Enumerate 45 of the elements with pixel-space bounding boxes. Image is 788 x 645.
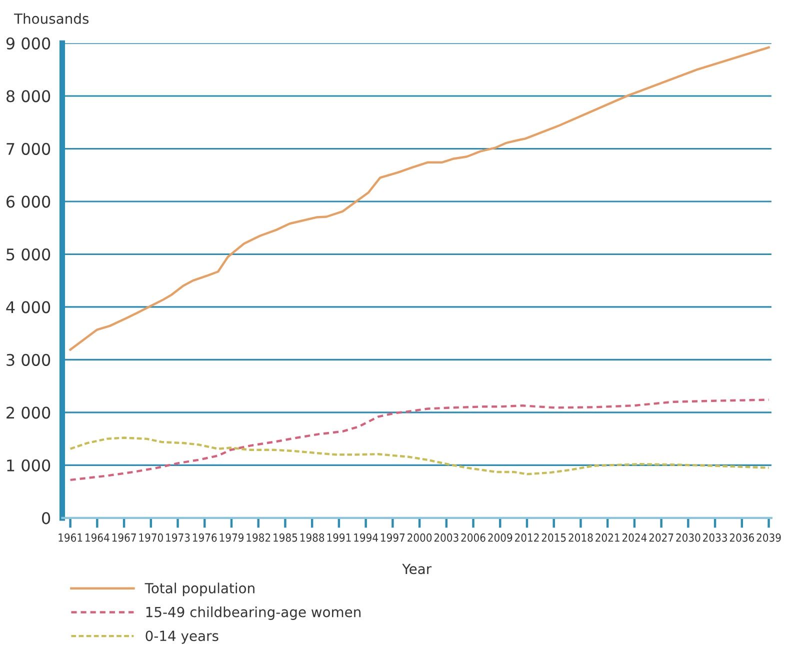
legend-label: 15-49 childbearing-age women bbox=[146, 606, 360, 620]
x-tick-label: 2018 bbox=[568, 533, 593, 542]
line-series bbox=[69, 436, 770, 476]
x-tick-label: 1991 bbox=[327, 533, 351, 542]
line-series bbox=[69, 46, 770, 351]
x-tick-label: 2009 bbox=[488, 533, 512, 542]
x-tick-label: 2024 bbox=[622, 533, 647, 542]
y-tick-label: 9 000 bbox=[6, 37, 50, 50]
x-tick-label: 2000 bbox=[408, 533, 432, 542]
x-tick-label: 2006 bbox=[461, 533, 486, 542]
y-tick-label: 2 000 bbox=[6, 406, 50, 419]
y-axis-title: Thousands bbox=[14, 13, 89, 24]
x-tick-label: 1985 bbox=[274, 533, 298, 542]
x-tick-label: 1970 bbox=[139, 533, 163, 542]
y-tick-label: 1 000 bbox=[7, 459, 50, 472]
x-tick-label: 2003 bbox=[434, 533, 458, 542]
x-tick-label: 2033 bbox=[703, 533, 727, 542]
x-tick-label: 2036 bbox=[730, 533, 754, 542]
legend-label: Total population bbox=[144, 582, 254, 596]
x-tick-label: 2030 bbox=[676, 533, 700, 542]
x-tick-label: 2027 bbox=[649, 533, 674, 542]
x-tick-label: 1961 bbox=[58, 533, 82, 542]
x-tick-label: 1997 bbox=[381, 533, 405, 542]
y-tick-label: 0 bbox=[42, 512, 50, 524]
y-tick-label: 3 000 bbox=[6, 354, 50, 366]
x-tick-label: 1982 bbox=[246, 533, 270, 542]
y-tick-label: 7 000 bbox=[6, 142, 50, 156]
x-tick-label: 1994 bbox=[354, 533, 378, 542]
x-axis-title: Year bbox=[402, 564, 432, 574]
x-tick-label: 1967 bbox=[112, 533, 136, 542]
x-tick-label: 2015 bbox=[542, 533, 566, 542]
y-tick-label: 8 000 bbox=[6, 90, 50, 102]
y-tick-label: 4 000 bbox=[6, 301, 50, 314]
x-tick-label: 1976 bbox=[193, 533, 217, 542]
legend-label: 0-14 years bbox=[146, 630, 218, 644]
x-tick-label: 1988 bbox=[300, 533, 324, 542]
x-tick-label: 2012 bbox=[515, 533, 539, 542]
x-tick-label: 1973 bbox=[166, 533, 190, 542]
x-tick-label: 2021 bbox=[596, 533, 620, 542]
y-tick-label: 6 000 bbox=[6, 196, 50, 208]
x-tick-label: 1979 bbox=[220, 533, 244, 542]
line-series bbox=[69, 398, 770, 482]
x-tick-label: 1964 bbox=[86, 533, 110, 542]
y-tick-label: 5 000 bbox=[6, 248, 50, 260]
x-tick-label: 2039 bbox=[756, 533, 781, 542]
